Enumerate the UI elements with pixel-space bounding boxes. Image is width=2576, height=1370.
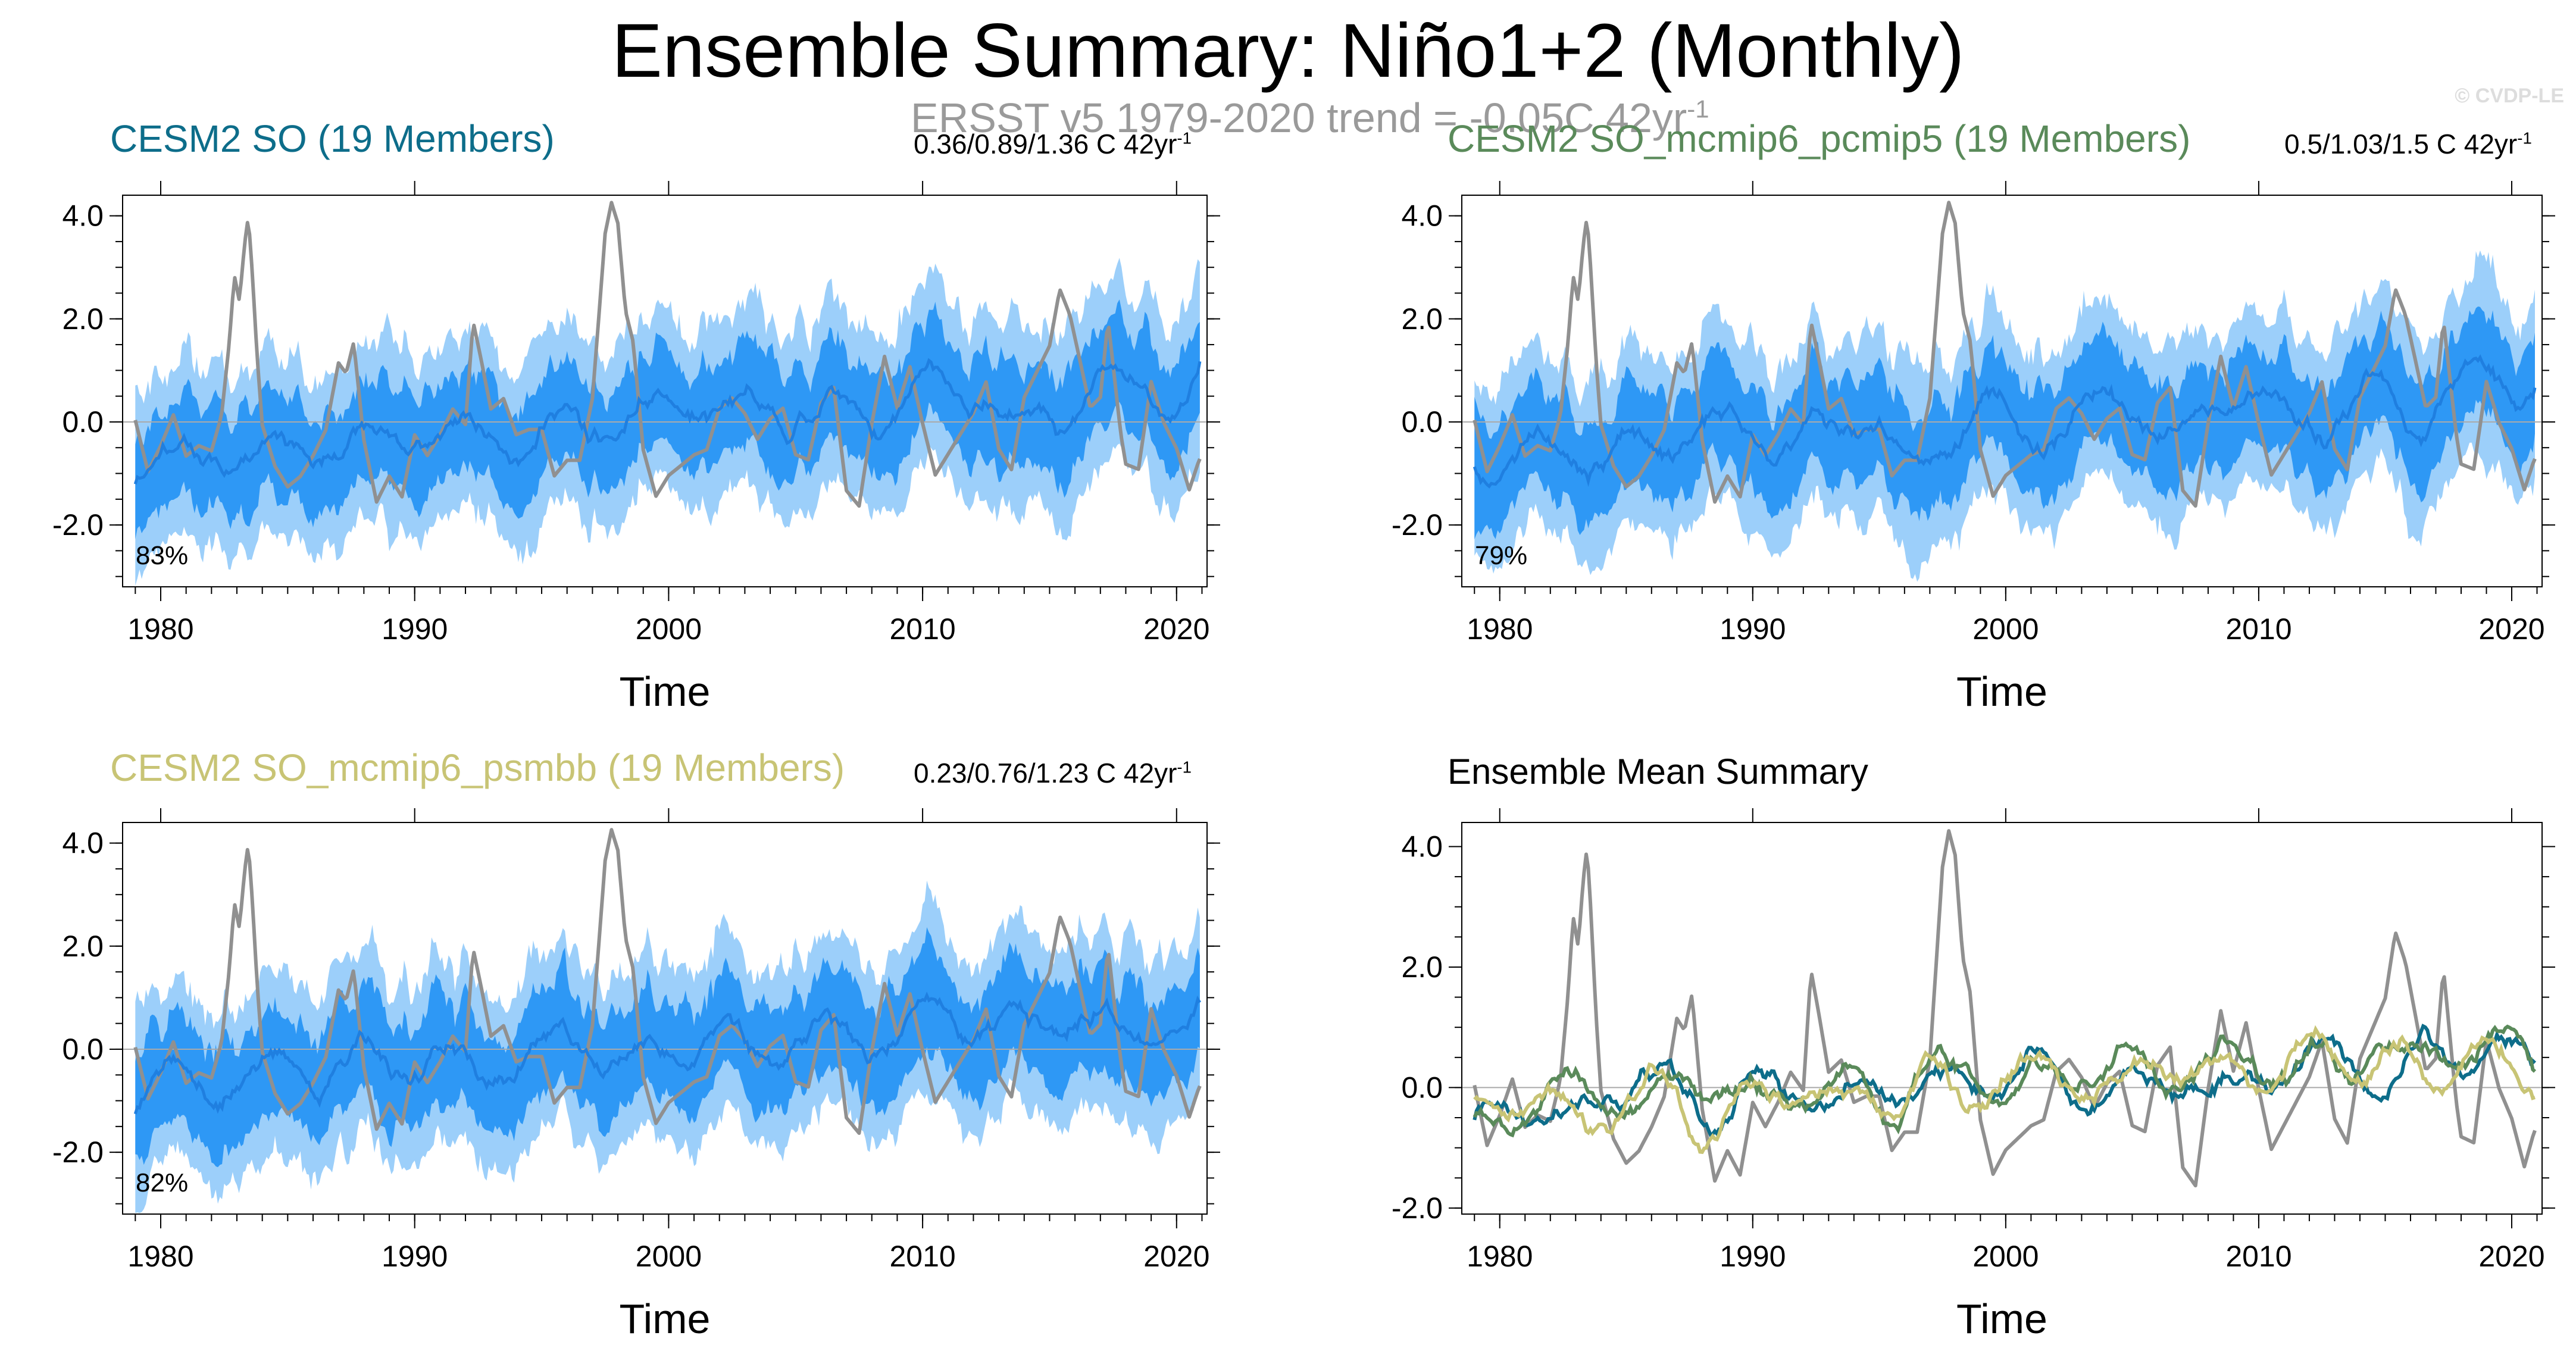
x-tick-label: 2010 bbox=[2225, 1240, 2291, 1273]
panel-2-trend: 0.5/1.03/1.5 C 42yr-1 bbox=[2284, 129, 2532, 159]
y-tick-label: 2.0 bbox=[1401, 302, 1443, 336]
x-tick-label: 1990 bbox=[382, 612, 448, 646]
y-tick-label: 0.0 bbox=[1401, 405, 1443, 439]
percent-within-spread-label: 82% bbox=[136, 1168, 188, 1197]
obs-series-line bbox=[1473, 201, 2537, 508]
plot-frame bbox=[1461, 822, 2543, 1215]
y-tick-label: 2.0 bbox=[62, 302, 104, 336]
ensemble-inner-spread-band bbox=[135, 299, 1200, 539]
x-axis-title: Time bbox=[620, 1296, 711, 1342]
x-tick-label: 2000 bbox=[636, 612, 702, 646]
y-tick-label: -2.0 bbox=[1392, 508, 1443, 542]
ensemble-mean-line-3 bbox=[1473, 1025, 2536, 1155]
x-tick-label: 1980 bbox=[127, 1240, 193, 1273]
x-tick-label: 2020 bbox=[2478, 1240, 2544, 1273]
x-tick-label: 1980 bbox=[127, 612, 193, 646]
y-tick-label: 4.0 bbox=[1401, 199, 1443, 233]
ensemble-mean-line bbox=[133, 358, 1202, 485]
obs-series-line bbox=[1473, 829, 2537, 1188]
x-tick-label: 2020 bbox=[2478, 612, 2544, 646]
x-tick-label: 1990 bbox=[1720, 612, 1786, 646]
x-tick-label: 1990 bbox=[1720, 1240, 1786, 1273]
x-tick-label: 2010 bbox=[2225, 612, 2291, 646]
x-axis-title: Time bbox=[1956, 1296, 2047, 1342]
y-tick-label: -2.0 bbox=[52, 1136, 104, 1169]
percent-within-spread-label: 79% bbox=[1475, 541, 1527, 570]
x-tick-label: 2000 bbox=[636, 1240, 702, 1273]
panel-1-trend: 0.36/0.89/1.36 C 42yr-1 bbox=[914, 129, 1192, 159]
plot-frame bbox=[1461, 195, 2543, 587]
y-tick-label: 4.0 bbox=[62, 827, 104, 860]
y-tick-label: 2.0 bbox=[62, 930, 104, 963]
x-tick-label: 2000 bbox=[1972, 612, 2039, 646]
panel-1-title: CESM2 SO (19 Members) bbox=[110, 117, 555, 160]
panel-2-title: CESM2 SO_mcmip6_pcmip5 (19 Members) bbox=[1448, 117, 2191, 160]
y-tick-label: 4.0 bbox=[1401, 830, 1443, 863]
x-tick-label: 2000 bbox=[1972, 1240, 2039, 1273]
ensemble-mean-line bbox=[1473, 354, 2537, 489]
x-tick-label: 1980 bbox=[1467, 612, 1533, 646]
x-axis-title: Time bbox=[1956, 668, 2047, 715]
credit-watermark: © CVDP-LE bbox=[2455, 85, 2564, 107]
percent-within-spread-label: 83% bbox=[136, 541, 188, 570]
y-tick-label: 0.0 bbox=[1401, 1071, 1443, 1104]
obs-trend-subtitle: ERSST v5 1979-2020 trend = -0.05C 42yr-1 bbox=[911, 95, 1709, 141]
plot-frame bbox=[122, 822, 1208, 1215]
plot-frame bbox=[122, 195, 1208, 587]
ensemble-inner-spread-band bbox=[135, 927, 1200, 1168]
x-tick-label: 2010 bbox=[889, 1240, 955, 1273]
panel-4-title: Ensemble Mean Summary bbox=[1448, 752, 1868, 792]
panel-3-trend: 0.23/0.76/1.23 C 42yr-1 bbox=[914, 758, 1192, 789]
panel-3-title: CESM2 SO_mcmip6_psmbb (19 Members) bbox=[110, 746, 845, 789]
y-tick-label: -2.0 bbox=[1392, 1191, 1443, 1225]
y-tick-label: 0.0 bbox=[62, 1033, 104, 1066]
y-tick-label: 0.0 bbox=[62, 405, 104, 439]
y-tick-label: 4.0 bbox=[62, 199, 104, 233]
ensemble-mean-line-2 bbox=[1473, 1024, 2537, 1138]
x-tick-label: 2020 bbox=[1143, 612, 1209, 646]
x-tick-label: 2020 bbox=[1143, 1240, 1209, 1273]
x-tick-label: 1990 bbox=[382, 1240, 448, 1273]
x-tick-label: 2010 bbox=[889, 612, 955, 646]
y-tick-label: -2.0 bbox=[52, 508, 104, 542]
x-axis-title: Time bbox=[620, 668, 711, 715]
x-tick-label: 1980 bbox=[1467, 1240, 1533, 1273]
obs-series-line bbox=[133, 201, 1202, 508]
obs-series-line bbox=[133, 828, 1202, 1135]
y-tick-label: 2.0 bbox=[1401, 950, 1443, 984]
main-title: Ensemble Summary: Niño1+2 (Monthly) bbox=[611, 8, 1965, 93]
ensemble-inner-spread-band bbox=[1474, 306, 2535, 540]
ensemble-mean-line bbox=[133, 991, 1202, 1115]
